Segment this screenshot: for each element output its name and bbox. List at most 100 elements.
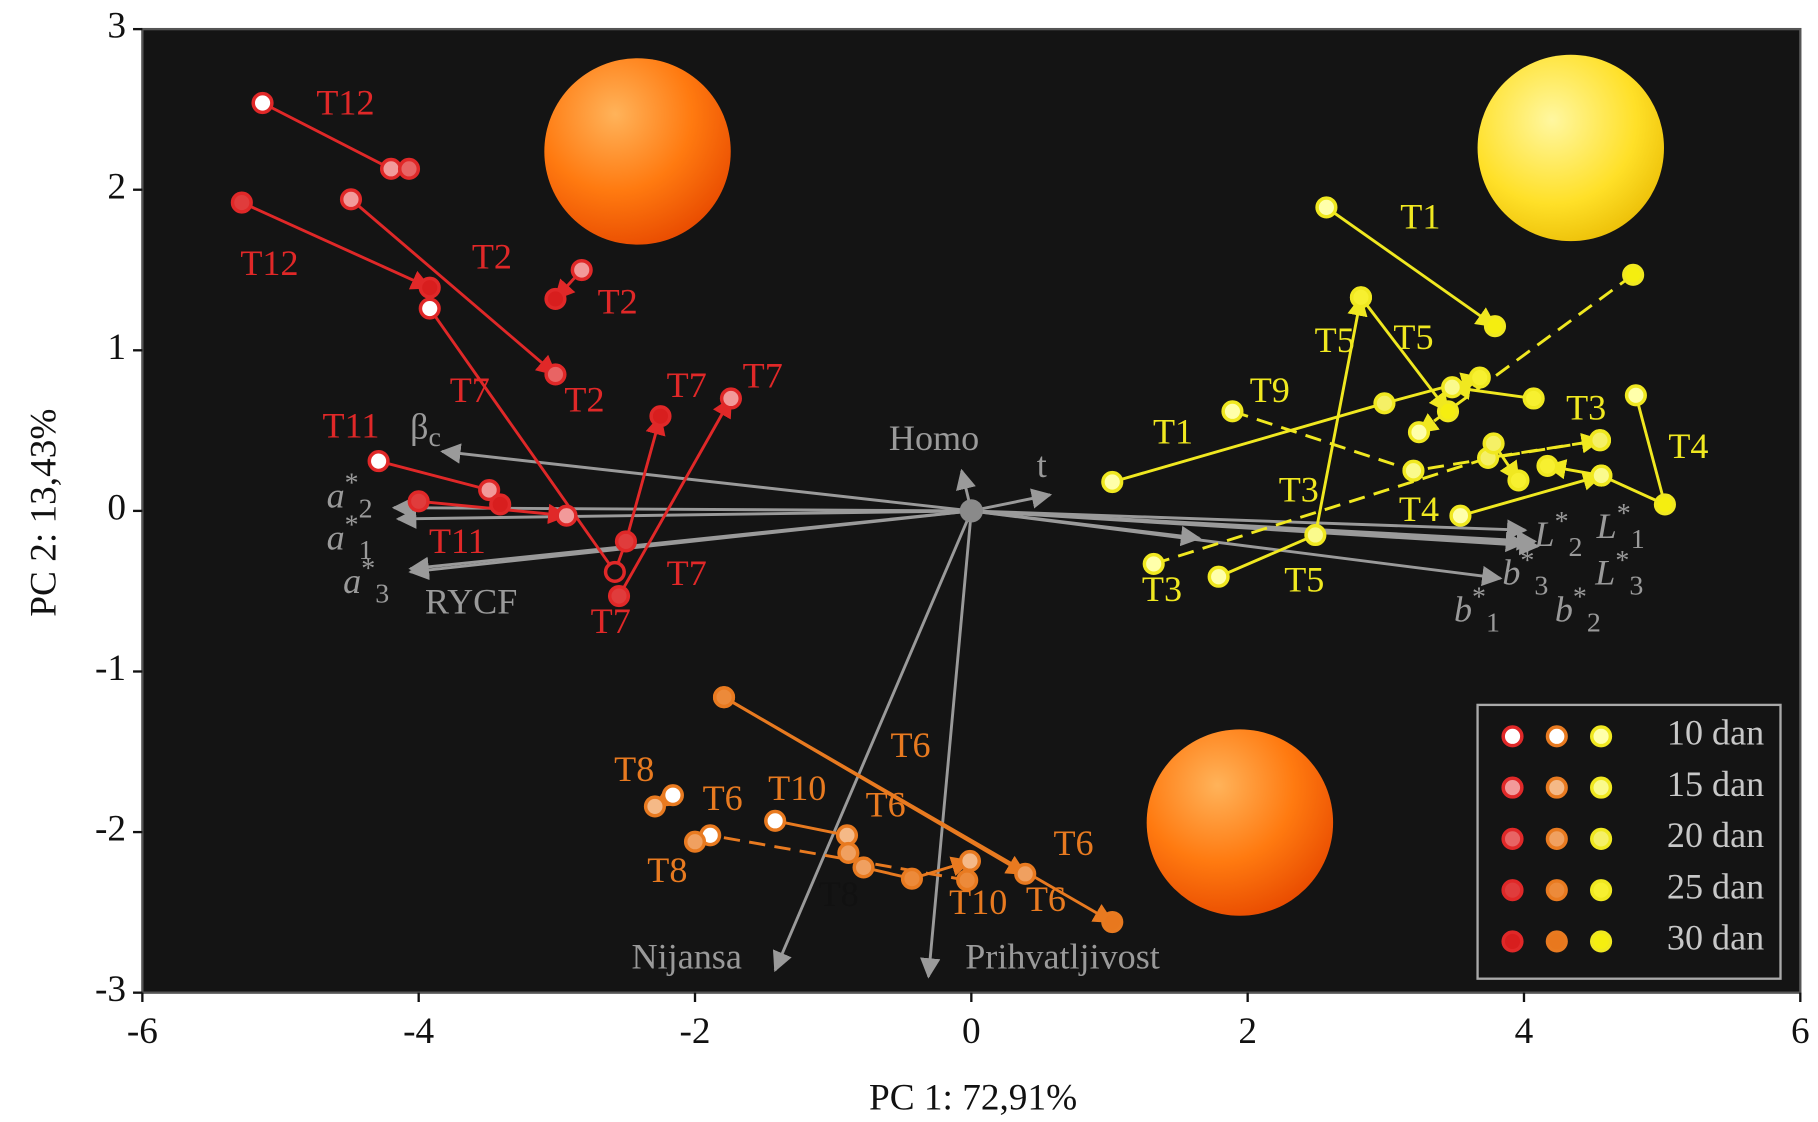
point xyxy=(1209,567,1228,586)
y-tick-label: -3 xyxy=(95,969,126,1010)
legend-marker xyxy=(1503,932,1522,951)
y-tick-label: 2 xyxy=(107,166,126,207)
point xyxy=(572,261,591,280)
point-label: T12 xyxy=(316,82,374,122)
vector-label-main: a xyxy=(327,518,345,558)
point-label: T11 xyxy=(429,521,486,561)
vector-label-sup: * xyxy=(361,553,375,584)
legend-label: 25 dan xyxy=(1667,866,1764,906)
point xyxy=(715,688,734,707)
vector-label-sup: * xyxy=(345,468,359,499)
vector-label-sub: 1 xyxy=(1631,524,1645,555)
legend-marker xyxy=(1503,778,1522,797)
vector-label-sub: 3 xyxy=(375,579,389,610)
point xyxy=(1486,317,1505,336)
legend-marker xyxy=(1503,830,1522,849)
point xyxy=(606,563,625,582)
point xyxy=(1306,526,1325,545)
point-label: T4 xyxy=(1399,489,1439,529)
vector-label-sup: * xyxy=(1615,545,1629,576)
point xyxy=(961,852,980,871)
point-label: T2 xyxy=(564,380,604,420)
point-label: T7 xyxy=(450,370,490,410)
vector-label-sub: 2 xyxy=(1569,532,1583,563)
point xyxy=(1538,457,1557,476)
point xyxy=(1103,473,1122,492)
point xyxy=(420,299,439,318)
point-label: T3 xyxy=(1142,569,1182,609)
y-tick-label: 0 xyxy=(107,487,126,528)
point xyxy=(233,193,252,212)
point xyxy=(1439,402,1458,421)
point xyxy=(342,190,361,209)
vector-label-main: a xyxy=(327,476,345,516)
point xyxy=(420,278,439,297)
legend-marker xyxy=(1503,881,1522,900)
point xyxy=(839,844,858,863)
point xyxy=(1223,402,1242,421)
vector-label: t xyxy=(1037,445,1047,485)
point xyxy=(664,786,683,805)
point xyxy=(546,290,565,309)
point-label: T9 xyxy=(1250,370,1290,410)
vector-label-main: Nijansa xyxy=(632,937,742,977)
x-tick-label: 0 xyxy=(962,1011,981,1052)
point xyxy=(546,365,565,384)
x-tick-label: 2 xyxy=(1238,1011,1257,1052)
point-label: T6 xyxy=(1026,879,1066,919)
point xyxy=(382,160,401,179)
vector-label-sub: 3 xyxy=(1534,571,1548,602)
point-label: T5 xyxy=(1315,320,1355,360)
legend-marker xyxy=(1592,830,1611,849)
x-tick-label: 4 xyxy=(1515,1011,1534,1052)
point-label: T10 xyxy=(768,768,826,808)
legend-marker xyxy=(1503,727,1522,746)
point xyxy=(651,407,670,426)
vector-label-main: Prihvatljivost xyxy=(965,937,1160,977)
legend-marker xyxy=(1547,778,1566,797)
point-label: T11 xyxy=(323,405,380,445)
vector-label: RYCF xyxy=(425,582,517,622)
vector-label-sub: 2 xyxy=(359,494,373,525)
vector-label: Nijansa xyxy=(632,937,742,977)
point xyxy=(491,495,510,514)
vector-label-sup: * xyxy=(1555,507,1569,538)
vector-label-main: RYCF xyxy=(425,582,517,622)
point-label: T10 xyxy=(949,882,1007,922)
point-label: T2 xyxy=(598,282,638,322)
point-label: T8 xyxy=(614,749,654,789)
point-label: T4 xyxy=(1668,426,1708,466)
point-label: T7 xyxy=(591,601,631,641)
point xyxy=(253,94,272,113)
vector-label-main: L xyxy=(1594,553,1615,593)
point xyxy=(1592,466,1611,485)
vector-label-sub: 1 xyxy=(1486,608,1500,639)
legend-marker xyxy=(1547,881,1566,900)
point-label: T8 xyxy=(647,850,687,890)
point-label: T1 xyxy=(1153,412,1193,452)
vector-label-sup: * xyxy=(1617,499,1631,530)
point xyxy=(617,532,636,551)
vector-label: Homo xyxy=(889,418,979,458)
point xyxy=(1317,198,1336,217)
point xyxy=(1103,913,1122,932)
point xyxy=(1591,431,1610,450)
point-label: T7 xyxy=(667,553,707,593)
x-tick-label: -6 xyxy=(127,1011,158,1052)
point xyxy=(1404,461,1423,480)
point-label: T5 xyxy=(1284,559,1324,599)
fruit-image xyxy=(1478,55,1664,241)
point-label: T6 xyxy=(1054,823,1094,863)
vector-label-main: b xyxy=(1454,590,1472,630)
chart: PC 1: 72,91% PC 2: 13,43% -6-4-20246-3-2… xyxy=(0,0,1818,1122)
legend-label: 10 dan xyxy=(1667,713,1764,753)
point-label: T12 xyxy=(240,243,298,283)
legend-marker xyxy=(1547,932,1566,951)
vector-label-main: β xyxy=(410,407,428,447)
vector-label-sub: 2 xyxy=(1587,608,1601,639)
point-label: T3 xyxy=(1279,470,1319,510)
point xyxy=(1624,266,1643,285)
point xyxy=(838,826,857,845)
point xyxy=(1484,434,1503,453)
point-label: T7 xyxy=(743,355,783,395)
